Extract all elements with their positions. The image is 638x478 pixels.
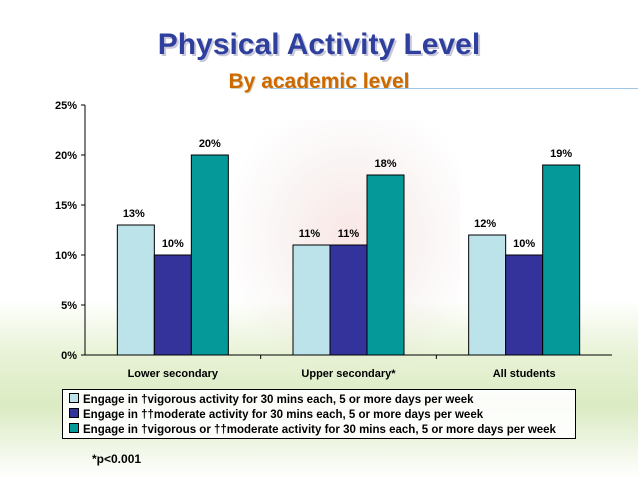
y-tick-label: 0% xyxy=(61,350,77,362)
legend-item: Engage in ††moderate activity for 30 min… xyxy=(69,408,483,422)
data-label: 19% xyxy=(550,148,572,160)
data-label: 12% xyxy=(474,218,496,230)
legend-swatch xyxy=(69,393,79,403)
legend-label: Engage in ††moderate activity for 30 min… xyxy=(83,409,484,421)
data-label: 11% xyxy=(338,228,360,240)
data-label: 10% xyxy=(513,238,535,250)
legend-swatch xyxy=(69,408,79,418)
chart-title: Physical Activity Level xyxy=(157,28,481,61)
data-label: 20% xyxy=(199,138,221,150)
legend-swatch xyxy=(69,423,79,433)
bar xyxy=(116,224,155,356)
data-label: 10% xyxy=(162,238,184,250)
title-divider xyxy=(270,88,638,89)
data-label: 11% xyxy=(299,228,321,240)
bar xyxy=(468,234,507,356)
bar xyxy=(292,244,331,356)
y-tick-label: 15% xyxy=(55,200,77,212)
legend-item: Engage in †vigorous or ††moderate activi… xyxy=(69,423,556,437)
y-tick-label: 25% xyxy=(55,100,77,112)
bar xyxy=(153,254,192,356)
bar xyxy=(366,174,405,356)
bar xyxy=(329,244,368,356)
y-tick-label: 5% xyxy=(61,300,77,312)
x-tick-label: Upper secondary* xyxy=(301,368,396,380)
data-label: 18% xyxy=(374,158,396,170)
chart-subtitle: By academic level xyxy=(228,70,410,93)
legend-label: Engage in †vigorous activity for 30 mins… xyxy=(83,394,474,406)
legend-label: Engage in †vigorous or ††moderate activi… xyxy=(83,424,556,436)
bar xyxy=(505,254,544,356)
x-tick-label: Lower secondary xyxy=(128,368,219,380)
y-tick-label: 20% xyxy=(55,150,77,162)
data-label: 13% xyxy=(123,208,145,220)
y-tick-label: 10% xyxy=(55,250,77,262)
bar xyxy=(190,154,229,356)
bar xyxy=(542,164,581,356)
legend-item: Engage in †vigorous activity for 30 mins… xyxy=(69,393,474,407)
x-tick-label: All students xyxy=(493,368,556,380)
chart-legend: Engage in †vigorous activity for 30 mins… xyxy=(62,389,576,439)
footnote: *p<0.001 xyxy=(92,452,142,466)
